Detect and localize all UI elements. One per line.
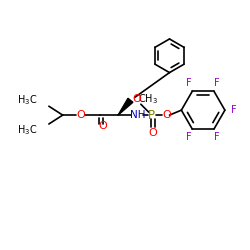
- Text: O: O: [98, 121, 107, 131]
- Text: O: O: [132, 94, 141, 104]
- Text: NH: NH: [130, 110, 146, 120]
- Text: P: P: [148, 108, 155, 122]
- Polygon shape: [118, 98, 133, 115]
- Text: O: O: [148, 128, 157, 138]
- Text: F: F: [186, 132, 192, 142]
- Text: F: F: [231, 105, 236, 115]
- Text: F: F: [214, 132, 220, 142]
- Text: O: O: [76, 110, 85, 120]
- Text: H$_3$C: H$_3$C: [17, 94, 37, 107]
- Text: H$_3$C: H$_3$C: [17, 123, 37, 137]
- Text: CH$_3$: CH$_3$: [138, 92, 158, 106]
- Text: O: O: [162, 110, 171, 120]
- Text: F: F: [186, 78, 192, 88]
- Text: F: F: [214, 78, 220, 88]
